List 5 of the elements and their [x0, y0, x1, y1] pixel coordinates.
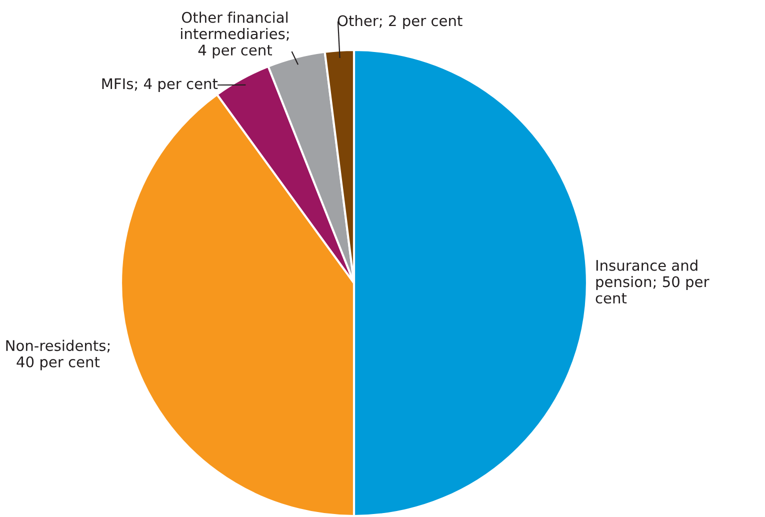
slice-label: Non-residents; 40 per cent — [6, 340, 110, 370]
slice-label: Insurance and pension; 50 per cent — [596, 260, 710, 304]
slice-label: MFIs; 4 per cent — [102, 78, 218, 92]
slice-label: Other; 2 per cent — [338, 14, 462, 30]
slice-label: Other financial intermediaries; 4 per cent — [181, 12, 289, 58]
